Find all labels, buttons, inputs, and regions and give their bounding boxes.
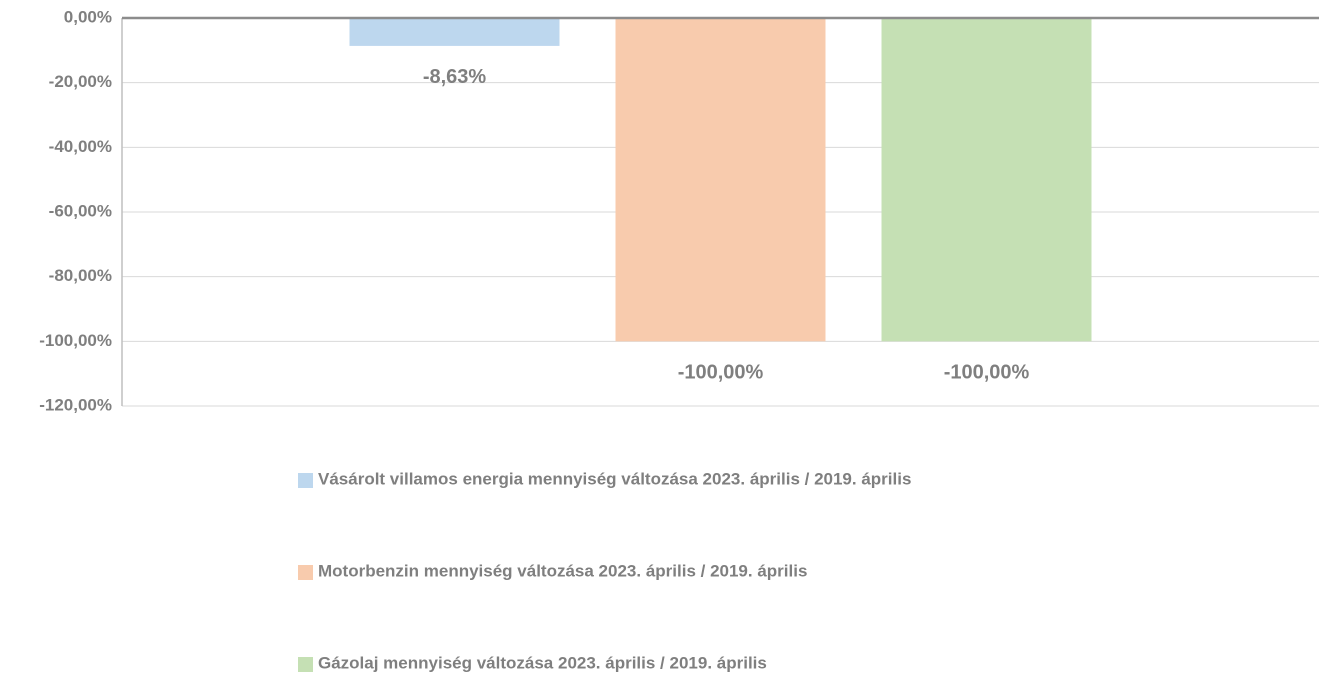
y-tick-label: 0,00%: [64, 7, 112, 26]
y-tick-label: -120,00%: [39, 395, 112, 414]
legend-swatch: [298, 565, 313, 580]
data-label: -100,00%: [678, 362, 764, 384]
legend-label: Motorbenzin mennyiség változása 2023. áp…: [318, 561, 807, 580]
data-label: -8,63%: [423, 66, 487, 88]
bar: [349, 18, 560, 46]
bar: [615, 18, 826, 342]
legend-label: Gázolaj mennyiség változása 2023. áprili…: [318, 653, 767, 672]
bar: [881, 18, 1092, 342]
y-tick-label: -40,00%: [49, 137, 112, 156]
y-tick-label: -20,00%: [49, 72, 112, 91]
legend-swatch: [298, 473, 313, 488]
y-tick-label: -100,00%: [39, 331, 112, 350]
data-label: -100,00%: [944, 362, 1030, 384]
legend-swatch: [298, 657, 313, 672]
y-tick-label: -80,00%: [49, 266, 112, 285]
y-tick-label: -60,00%: [49, 201, 112, 220]
legend-label: Vásárolt villamos energia mennyiség vált…: [318, 469, 911, 488]
